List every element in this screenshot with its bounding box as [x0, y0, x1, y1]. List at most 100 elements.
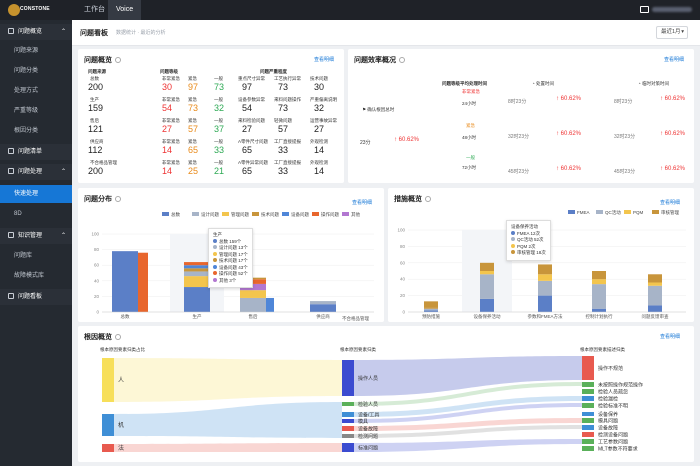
- help-icon[interactable]: [399, 57, 405, 63]
- dist-legend-item[interactable]: 设计问题: [192, 212, 219, 218]
- help-icon[interactable]: [115, 196, 121, 202]
- level-label: 非常紧急: [162, 118, 180, 123]
- level-value[interactable]: 97: [188, 82, 199, 92]
- severity-label: 工厂直接提报: [274, 160, 301, 165]
- y-tick-label: 0: [96, 310, 99, 315]
- sidebar-item-handling[interactable]: 处理方式: [14, 88, 39, 94]
- level-value[interactable]: 27: [162, 124, 173, 134]
- level-value[interactable]: 65: [188, 145, 199, 155]
- tooltip-item: 设计问题 13个: [213, 245, 248, 252]
- level-value[interactable]: 21: [214, 166, 225, 176]
- meas-legend-item[interactable]: 审核管理: [652, 210, 679, 216]
- severity-value[interactable]: 65: [242, 166, 253, 176]
- help-icon[interactable]: [115, 57, 121, 63]
- level-value[interactable]: 37: [214, 124, 225, 134]
- bar-segment: [648, 305, 662, 312]
- bar-segment: [648, 274, 662, 283]
- x-tick-label: 供应商: [316, 313, 330, 320]
- sidebar-item-quick[interactable]: 快速处理: [0, 185, 72, 203]
- severity-label: 运营事故异常: [310, 118, 337, 123]
- sankey-node-mid: [342, 426, 354, 431]
- level-value[interactable]: 14: [162, 145, 173, 155]
- sidebar-item-8d[interactable]: 8D: [14, 211, 22, 217]
- meas-legend-item[interactable]: QC活动: [596, 210, 621, 216]
- sidebar-item-category[interactable]: 问题分类: [14, 68, 39, 74]
- dist-legend-item[interactable]: 管理问题: [222, 212, 249, 218]
- severity-label: 设备参数异常: [238, 97, 265, 102]
- date-range-select[interactable]: 最近1月 ▾: [656, 26, 688, 39]
- sankey-node-left: [102, 444, 114, 452]
- col-head-level: 问题等级: [160, 69, 178, 74]
- rootcause-more-link[interactable]: 查看明细: [660, 334, 681, 340]
- sidebar-item-source[interactable]: 问题来源: [14, 48, 39, 54]
- level-value[interactable]: 57: [188, 124, 199, 134]
- level-value[interactable]: 25: [188, 166, 199, 176]
- dist-legend-item[interactable]: 设备问题: [282, 212, 309, 218]
- level-value[interactable]: 73: [188, 103, 199, 113]
- severity-value[interactable]: 27: [242, 124, 253, 134]
- sidebar-group-knowledge[interactable]: 知识管理 ⌃: [0, 228, 72, 244]
- dist-legend-item[interactable]: 操作问题: [312, 212, 339, 218]
- severity-value[interactable]: 65: [242, 145, 253, 155]
- sankey-link: [354, 418, 582, 431]
- severity-value[interactable]: 30: [314, 82, 325, 92]
- severity-value[interactable]: 33: [278, 166, 289, 176]
- sankey-label-right: 设备保养: [598, 411, 618, 418]
- y-tick-label: 60: [94, 263, 100, 268]
- meas-legend-item[interactable]: FMEA: [568, 210, 590, 215]
- level-value[interactable]: 54: [162, 103, 173, 113]
- severity-value[interactable]: 57: [278, 124, 289, 134]
- tab-workbench[interactable]: 工作台: [84, 6, 105, 13]
- mail-icon[interactable]: [640, 6, 649, 13]
- sankey-label-mid: 设备故障: [358, 426, 378, 433]
- sidebar-item-rootcause[interactable]: 根因分类: [14, 128, 39, 134]
- sidebar-group-process[interactable]: 问题处理 ⌃: [0, 164, 72, 180]
- sidebar-item-failure-lib[interactable]: 故障模式库: [14, 273, 45, 279]
- sidebar-item-severity[interactable]: 严重等级: [14, 108, 39, 114]
- level-value[interactable]: 30: [162, 82, 173, 92]
- level-value[interactable]: 14: [162, 166, 173, 176]
- severity-value[interactable]: 73: [278, 103, 289, 113]
- severity-value[interactable]: 73: [278, 82, 289, 92]
- user-name-blurred[interactable]: [652, 7, 692, 12]
- page-header: 问题看板 数据统计 · 最近的分析 最近1月 ▾: [72, 20, 700, 46]
- severity-value[interactable]: 14: [314, 166, 325, 176]
- severity-value[interactable]: 54: [242, 103, 253, 113]
- help-icon[interactable]: [425, 196, 431, 202]
- meas-legend-item[interactable]: PQM: [624, 210, 643, 215]
- efficiency-more-link[interactable]: 查看明细: [664, 57, 685, 63]
- measures-more-link[interactable]: 查看明细: [660, 200, 681, 206]
- company-logo[interactable]: CONSTONE: [8, 3, 60, 17]
- x-tick-label: 预防措施: [422, 313, 440, 320]
- sidebar-group-list[interactable]: 问题清单: [0, 144, 72, 160]
- sidebar-group-overview[interactable]: 问题概览 ⌃: [0, 24, 72, 40]
- dist-legend-item[interactable]: 其他: [342, 212, 360, 218]
- severity-value[interactable]: 32: [314, 103, 325, 113]
- distribution-more-link[interactable]: 查看明细: [352, 200, 373, 206]
- level-urgent: 紧急: [466, 123, 475, 128]
- severity-label: 重点尺寸异常: [238, 76, 265, 81]
- severity-value[interactable]: 33: [278, 145, 289, 155]
- help-icon[interactable]: [115, 334, 121, 340]
- bar-segment: [592, 271, 606, 280]
- top-bar: CONSTONE 工作台 Voice: [0, 0, 700, 20]
- sidebar-group-board[interactable]: 问题看板: [0, 289, 72, 305]
- y-tick-label: 100: [91, 232, 99, 237]
- tooltip-dot: [511, 250, 515, 254]
- sidebar-item-problem-lib[interactable]: 问题库: [14, 253, 33, 259]
- severity-value[interactable]: 14: [314, 145, 325, 155]
- flag-icon: ⚑: [362, 107, 368, 112]
- level-value[interactable]: 32: [214, 103, 225, 113]
- tooltip-dot: [213, 271, 217, 275]
- severity-value[interactable]: 97: [242, 82, 253, 92]
- source-label: 供应商: [90, 139, 104, 144]
- y-tick-label: 20: [400, 293, 406, 298]
- level-value[interactable]: 73: [214, 82, 225, 92]
- level-value[interactable]: 33: [214, 145, 225, 155]
- severity-value[interactable]: 27: [314, 124, 325, 134]
- overview-more-link[interactable]: 查看明细: [314, 57, 335, 63]
- dist-legend-item[interactable]: 技术问题: [252, 212, 279, 218]
- eff-rate-2: ↑ 60.62%: [660, 131, 686, 137]
- tab-voice[interactable]: Voice: [108, 0, 142, 20]
- dist-legend-item[interactable]: 总数: [162, 212, 180, 218]
